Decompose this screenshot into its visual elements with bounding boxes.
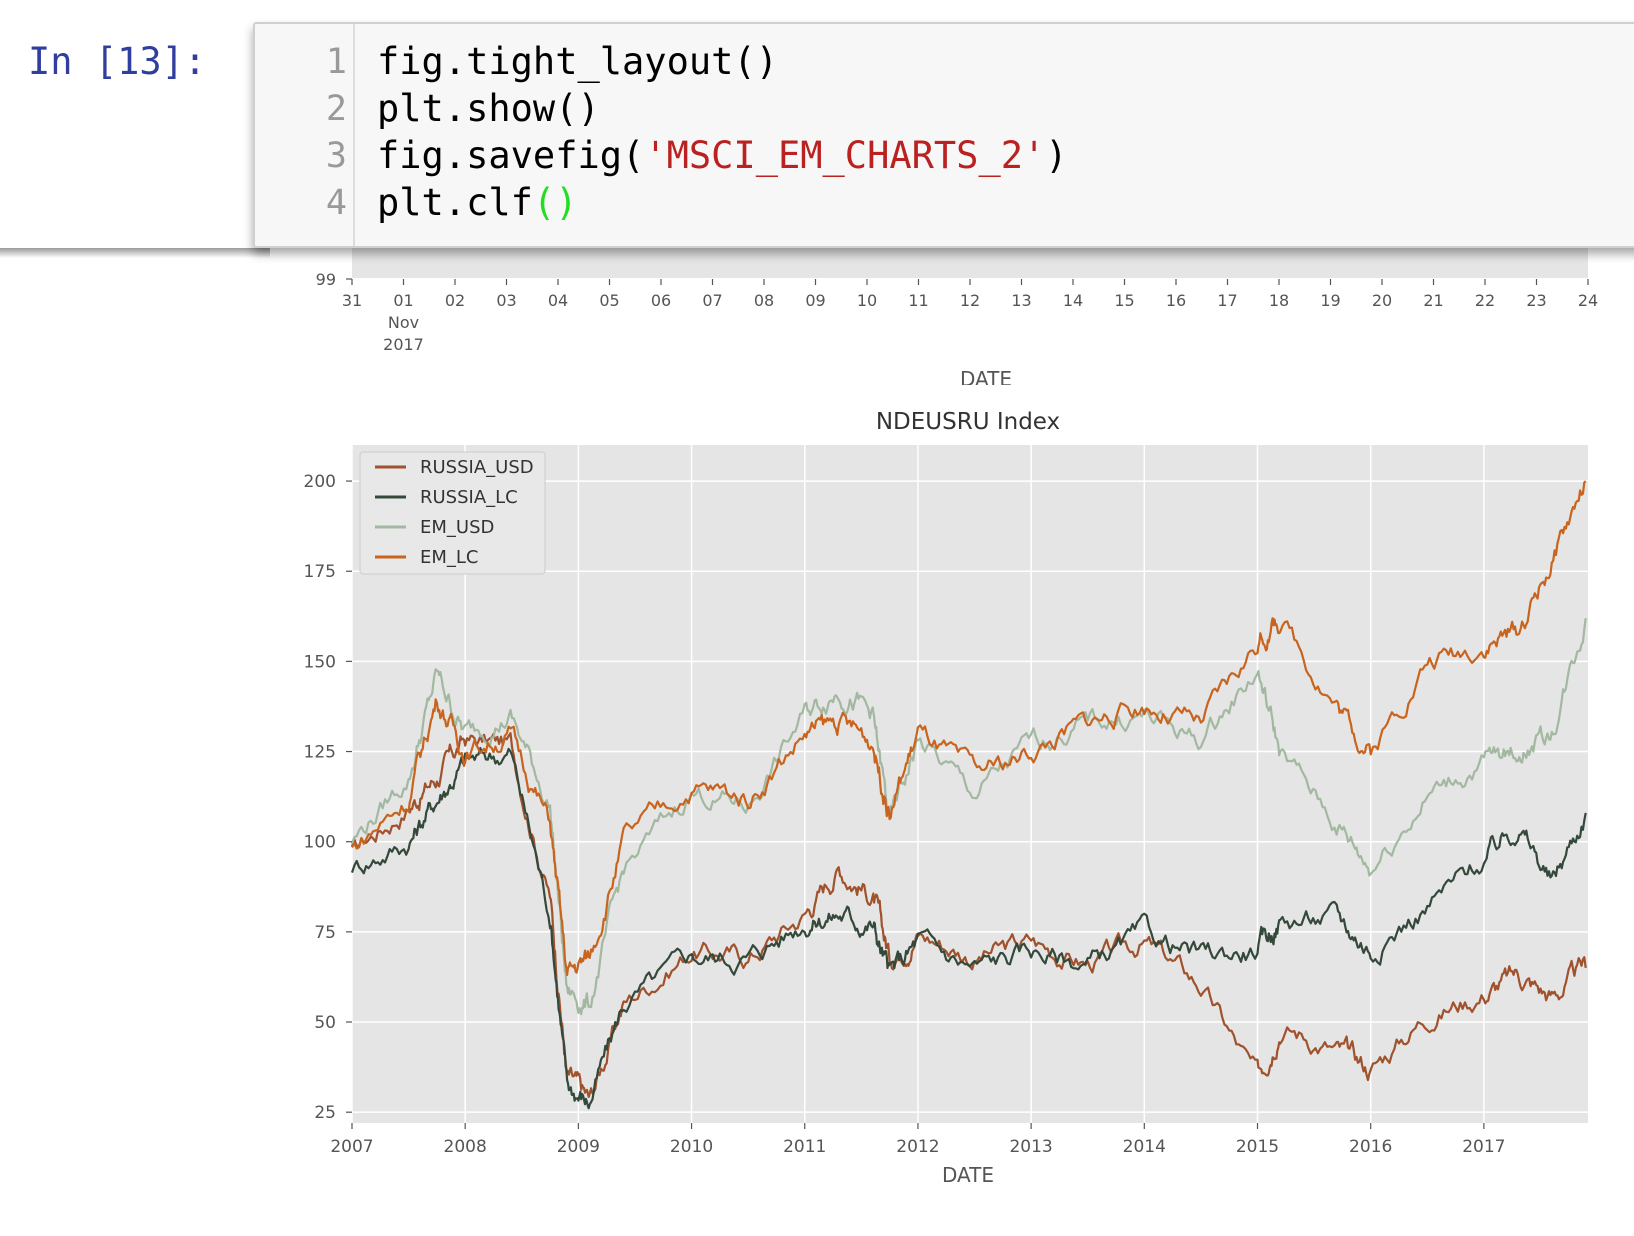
x-tick-label: 2016 — [1349, 1137, 1392, 1157]
top-xtick-label: 07 — [702, 291, 722, 310]
code-line[interactable]: fig.savefig('MSCI_EM_CHARTS_2') — [377, 134, 1068, 177]
legend: RUSSIA_USD RUSSIA_LC EM_USD EM_LC — [359, 451, 546, 575]
code-token: fig.tight_layout() — [377, 40, 778, 83]
matched-paren: () — [532, 181, 578, 224]
top-xtick-label: 21 — [1423, 291, 1443, 310]
top-xtick-label: 15 — [1114, 291, 1134, 310]
series-line-em-lc — [351, 480, 1587, 977]
top-xtick-label: 16 — [1166, 291, 1186, 310]
code-cell[interactable]: 1 fig.tight_layout() 2 plt.show() 3 fig.savef… — [253, 22, 1634, 248]
top-xtick-label: 06 — [651, 291, 671, 310]
code-line[interactable]: fig.tight_layout() — [377, 40, 778, 83]
cell-shadow — [0, 248, 270, 258]
line-number: 2 — [325, 89, 347, 129]
y-tick-label: 100 — [304, 833, 336, 853]
code-line[interactable]: plt.show() — [377, 87, 600, 130]
top-xtick-label: 04 — [548, 291, 568, 310]
legend-label: EM_LC — [420, 547, 479, 568]
top-xtick-label: 03 — [496, 291, 516, 310]
top-xtick-label: 20 — [1372, 291, 1392, 310]
top-xlabel: DATE — [960, 367, 1012, 385]
top-xtick-label: 18 — [1269, 291, 1289, 310]
line-number: 4 — [325, 183, 347, 223]
legend-label: RUSSIA_USD — [420, 457, 534, 478]
code-token: plt.clf — [377, 181, 533, 224]
series-line-russia-usd — [350, 732, 1587, 1098]
y-tick-label: 25 — [314, 1103, 336, 1123]
x-tick-label: 2013 — [1009, 1137, 1052, 1157]
x-axis-label: DATE — [942, 1163, 994, 1187]
legend-box — [359, 451, 546, 575]
y-tick-label: 75 — [314, 923, 336, 943]
legend-label: EM_USD — [420, 517, 494, 538]
x-tick-label: 2017 — [1462, 1137, 1505, 1157]
code-token: plt.show() — [377, 87, 600, 130]
y-tick-label: 125 — [304, 743, 336, 763]
line-number: 1 — [325, 42, 347, 82]
top-ytick-label: 99 — [316, 270, 336, 289]
top-xtick-label: 05 — [599, 291, 619, 310]
top-xtick-label: 09 — [805, 291, 825, 310]
top-xtick-label: 23 — [1526, 291, 1546, 310]
code-token: fig.savefig( — [377, 134, 645, 177]
top-xtick-label: 24 — [1578, 291, 1598, 310]
x-tick-label: 2011 — [783, 1137, 826, 1157]
chart-title: NDEUSRU Index — [876, 409, 1060, 435]
y-tick-label: 175 — [304, 562, 336, 582]
x-tick-label: 2008 — [444, 1137, 487, 1157]
top-xtick-sub-year: 2017 — [383, 335, 424, 354]
line-number-gutter — [255, 24, 355, 246]
y-tick-label: 150 — [304, 652, 336, 672]
line-number: 3 — [325, 136, 347, 176]
top-xtick-label: 19 — [1320, 291, 1340, 310]
x-tick-label: 2015 — [1236, 1137, 1279, 1157]
code-line[interactable]: plt.clf() — [377, 181, 578, 224]
x-tick-label: 2009 — [557, 1137, 600, 1157]
y-tick-label: 50 — [314, 1013, 336, 1033]
top-xtick-label: 01 — [393, 291, 413, 310]
top-xtick-label: 10 — [857, 291, 877, 310]
top-xtick-label: 02 — [445, 291, 465, 310]
series-line-russia-lc — [350, 747, 1587, 1110]
top-xtick-label: 13 — [1011, 291, 1031, 310]
x-tick-label: 2010 — [670, 1137, 713, 1157]
top-xtick-label: 12 — [960, 291, 980, 310]
top-xtick-label: 08 — [754, 291, 774, 310]
top-xtick-label: 22 — [1475, 291, 1495, 310]
series-line-em-usd — [350, 617, 1587, 1016]
x-tick-label: 2007 — [330, 1137, 373, 1157]
x-tick-label: 2012 — [896, 1137, 939, 1157]
legend-label: RUSSIA_LC — [420, 487, 518, 508]
top-xtick-sub-month: Nov — [388, 313, 419, 332]
top-xtick-label: 11 — [908, 291, 928, 310]
input-prompt: In [13]: — [28, 40, 207, 83]
y-tick-label: 200 — [304, 472, 336, 492]
x-tick-label: 2014 — [1123, 1137, 1166, 1157]
top-xtick-label: 31 — [342, 291, 362, 310]
string-literal: 'MSCI_EM_CHARTS_2' — [644, 134, 1046, 177]
top-xtick-label: 14 — [1063, 291, 1083, 310]
top-xtick-label: 17 — [1217, 291, 1237, 310]
code-token: ) — [1045, 134, 1068, 177]
